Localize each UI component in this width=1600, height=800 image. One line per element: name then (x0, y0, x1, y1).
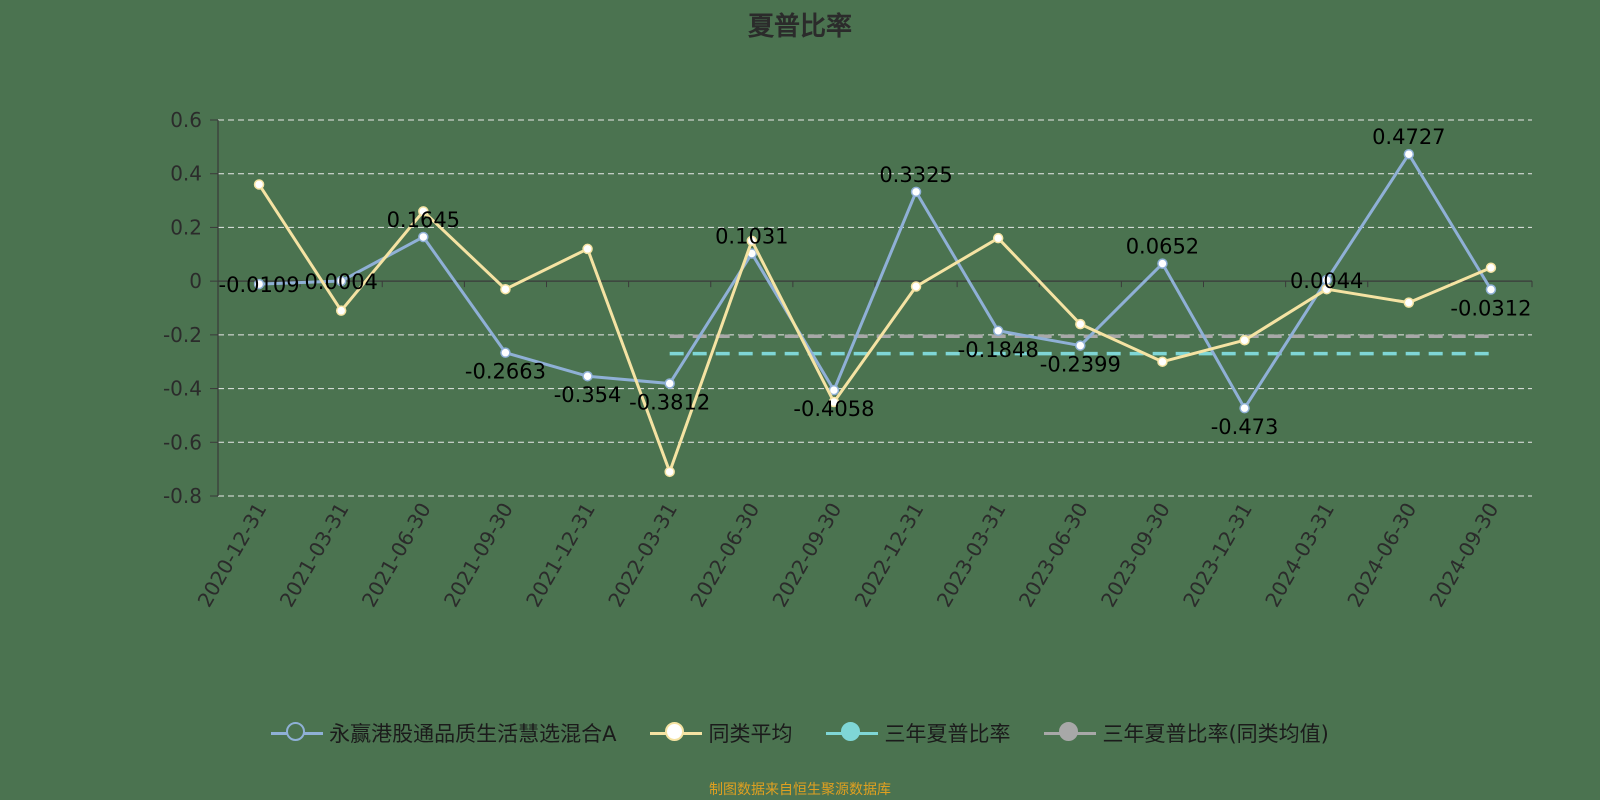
x-tick-label: 2023-06-30 (1014, 499, 1093, 612)
fund-series-point (253, 278, 265, 290)
legend-label-category-average: 同类平均 (708, 722, 793, 746)
fund-data-label: -0.2399 (1040, 353, 1121, 377)
x-tick-label: 2022-09-30 (767, 499, 846, 612)
x-tick-label: 2023-09-30 (1096, 499, 1175, 612)
x-tick-label: 2023-12-31 (1178, 499, 1257, 612)
series-layer (253, 148, 1497, 478)
fund-data-label: 0.3325 (879, 163, 952, 187)
category-average-series-point (1321, 283, 1332, 295)
legend-dot-three-year-sharpe-category-mean (1059, 722, 1079, 741)
fund-data-label: -0.0312 (1450, 297, 1531, 321)
fund-series-point (582, 370, 593, 382)
x-tick-label: 2021-12-31 (521, 499, 600, 612)
fund-data-label: 0.4727 (1372, 125, 1445, 149)
x-tick-label: 2020-12-31 (192, 499, 271, 612)
category-average-series-point (253, 179, 265, 190)
category-average-series-point (910, 281, 922, 292)
y-tick-label: -0.2 (163, 323, 202, 347)
fund-series-point (1075, 340, 1086, 351)
fund-data-label: 0.0044 (1290, 269, 1363, 293)
fund-data-label: -0.2663 (465, 360, 546, 384)
x-tick-label: 2022-03-31 (603, 499, 682, 612)
fund-data-label: -0.3812 (629, 391, 710, 415)
fund-data-label: 0.0004 (304, 270, 377, 294)
fund-series-line (259, 152, 1493, 410)
category-average-series-point (664, 466, 675, 478)
category-average-series-point (1403, 297, 1415, 308)
fund-data-label: 0.0652 (1126, 235, 1199, 259)
category-average-series-point (1485, 262, 1497, 273)
x-tick-label: 2021-09-30 (439, 499, 518, 612)
source-note: 制图数据来自恒生聚源数据库 (709, 782, 891, 798)
fund-series-point (910, 186, 922, 198)
fund-series-point (418, 231, 429, 243)
legend-swatch-fund (271, 722, 324, 744)
fund-series-point (1485, 284, 1497, 295)
legend-dot-fund (286, 722, 306, 741)
fund-series-point (1403, 148, 1415, 160)
y-tick-label: 0.4 (170, 162, 202, 186)
legend-item-three-year-sharpe-category-mean[interactable]: 三年夏普比率(同类均值) (1044, 718, 1329, 748)
x-tick-label: 2022-06-30 (685, 499, 764, 612)
fund-series-point (1157, 258, 1168, 269)
y-tick-label: -0.8 (163, 484, 202, 508)
category-average-series-point (1075, 318, 1086, 330)
fund-data-label: 0.1031 (715, 224, 788, 248)
category-average-series-point (1157, 356, 1168, 367)
chart-title: 夏普比率 (747, 12, 852, 42)
y-tick-label: 0.6 (170, 108, 202, 132)
legend-dot-three-year-sharpe (841, 722, 861, 741)
legend-item-category-average[interactable]: 同类平均 (650, 718, 792, 748)
y-tick-label: -0.4 (163, 377, 202, 401)
category-average-series-point (500, 283, 511, 295)
data-label-layer: -0.0109 0.0004 0.1645 -0.2663 -0.354 -0.3812 0… (219, 125, 1532, 439)
legend-item-three-year-sharpe[interactable]: 三年夏普比率 (826, 718, 1010, 748)
fund-data-label: -0.473 (1211, 415, 1279, 439)
x-tick-label: 2024-09-30 (1424, 499, 1503, 612)
y-tick-label: 0 (189, 269, 202, 293)
x-tick-label: 2022-12-31 (849, 499, 928, 612)
fund-data-label: -0.1848 (958, 338, 1039, 362)
fund-series-point (500, 347, 511, 358)
category-average-series-point (992, 232, 1004, 244)
category-average-series-point (828, 396, 840, 408)
category-average-series-point (335, 305, 347, 316)
fund-series-point (664, 378, 675, 389)
category-average-series-line (257, 183, 1492, 474)
legend-swatch-category-average (650, 722, 703, 744)
x-tick-label: 2021-06-30 (357, 499, 436, 612)
legend-item-fund[interactable]: 永赢港股通品质生活慧选混合A (271, 718, 616, 748)
x-tick-label: 2024-03-31 (1260, 499, 1339, 612)
legend-label-three-year-sharpe: 三年夏普比率 (884, 722, 1011, 746)
fund-series-point (335, 275, 347, 287)
x-tick-label: 2023-03-31 (932, 499, 1011, 612)
legend-swatch-three-year-sharpe (826, 722, 879, 744)
y-tick-label: 0.2 (170, 215, 202, 239)
x-tick-label: 2024-06-30 (1342, 499, 1421, 612)
legend-dot-category-average (665, 722, 685, 741)
legend-label-three-year-sharpe-category-mean: 三年夏普比率(同类均值) (1102, 722, 1329, 746)
category-average-series-point (1239, 334, 1250, 346)
category-average-series-point (746, 235, 758, 247)
fund-series-point (992, 325, 1004, 337)
grid-layer (218, 119, 1532, 497)
category-average-series-point (582, 243, 593, 255)
legend-label-fund: 永赢港股通品质生活慧选混合A (329, 722, 617, 746)
category-average-series-point (418, 206, 429, 217)
fund-data-label: -0.0109 (219, 273, 300, 297)
legend-swatch-three-year-sharpe-category-mean (1044, 722, 1097, 744)
x-tick-label: 2021-03-31 (275, 499, 354, 612)
legend: 永赢港股通品质生活慧选混合A 同类平均 三年夏普比率 三年夏普比率(同类均值) (0, 718, 1600, 748)
y-tick-label: -0.6 (163, 430, 202, 454)
fund-data-label: -0.354 (554, 383, 622, 407)
fund-data-label: -0.4058 (793, 397, 874, 421)
fund-data-label: 0.1645 (387, 208, 460, 232)
fund-series-point (1239, 402, 1250, 414)
